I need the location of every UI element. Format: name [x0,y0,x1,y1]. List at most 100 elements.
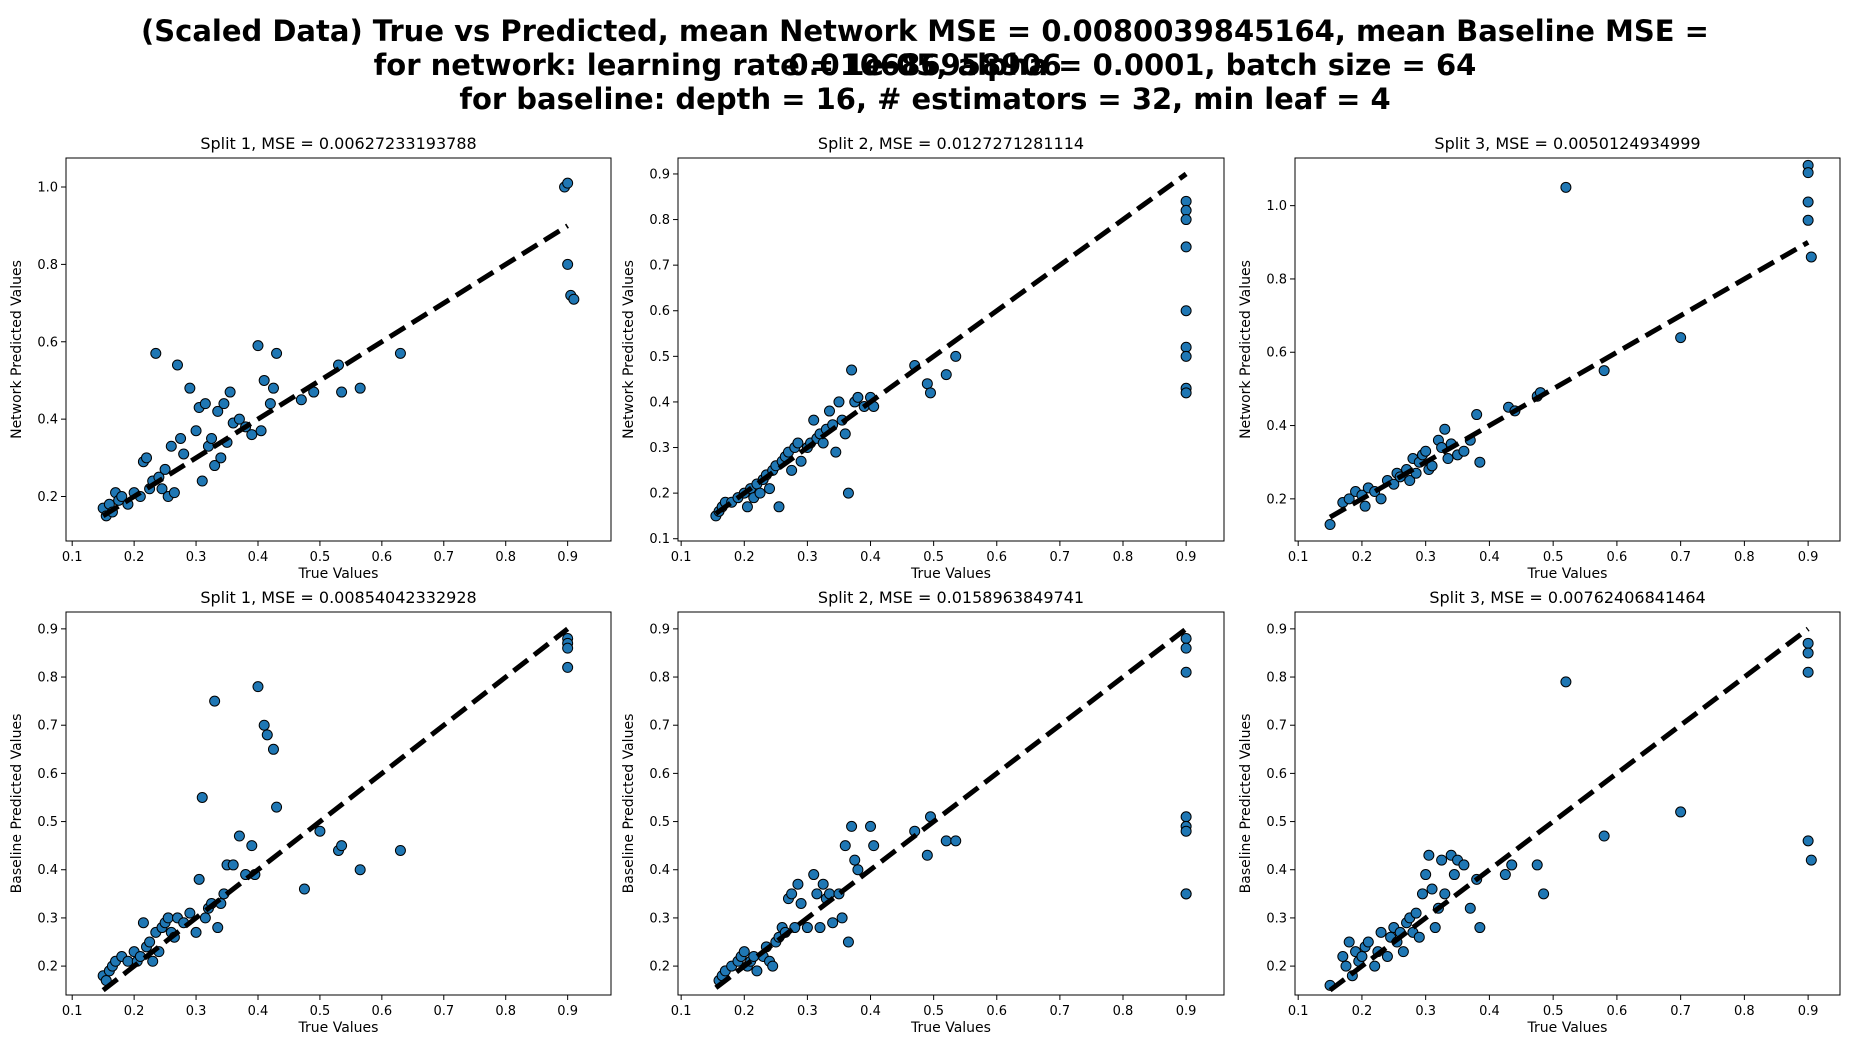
data-point [562,258,574,270]
y-tick-label: 0.4 [649,863,670,878]
x-tick-label: 0.5 [923,1004,944,1019]
data-point [1426,883,1438,895]
data-point [817,437,829,449]
data-point [255,425,267,437]
data-point [1397,946,1409,958]
data-point [354,382,366,394]
x-tick-label: 0.4 [1479,1004,1500,1019]
y-tick-label: 0.3 [649,911,670,926]
x-tick-label: 0.1 [671,550,692,565]
data-point [801,922,813,934]
data-point [1343,493,1355,505]
data-point [1180,825,1192,837]
data-point [748,950,760,962]
x-tick-label: 0.1 [62,1004,83,1019]
y-tick-label: 0.8 [649,213,670,228]
x-tick-label: 0.2 [734,550,755,565]
x-tick-label: 0.3 [797,550,818,565]
y-axis-label: Baseline Predicted Values [1238,714,1254,894]
scatter-panel-5: Split 2, MSE = 0.0158963849741 0.1 0.2 0.3 0… [621,588,1225,1036]
x-tick-label: 0.6 [372,550,393,565]
data-point [218,398,230,410]
data-point [1340,960,1352,972]
data-point [190,926,202,938]
data-point [252,681,264,693]
y-tick-label: 0.4 [1266,863,1287,878]
data-point [175,432,187,444]
x-tick-label: 0.7 [433,550,454,565]
data-point [209,460,221,472]
data-point [1802,647,1814,659]
scatter-panel-4: Split 1, MSE = 0.00854042332928 0.1 0.2 0.3… [9,588,612,1036]
data-point [1359,500,1371,512]
data-point [940,369,952,381]
data-point [314,825,326,837]
x-axis-label: True Values [910,566,991,582]
data-point [1506,859,1518,871]
x-tick-label: 0.8 [495,550,516,565]
data-point [795,897,807,909]
data-point [168,487,180,499]
data-point [738,946,750,958]
axes-frame [1294,157,1841,542]
reference-line [101,223,569,518]
data-point [224,386,236,398]
data-point [792,437,804,449]
y-tick-label: 0.2 [37,490,58,505]
data-point [193,873,205,885]
y-axis-label: Network Predicted Values [621,260,637,439]
y-tick-label: 0.4 [37,413,58,428]
x-tick-label: 0.6 [372,1004,393,1019]
plot-area [1324,159,1817,531]
x-tick-label: 0.8 [1734,550,1755,565]
figure-title-line-1: (Scaled Data) True vs Predicted, mean Ne… [141,14,1709,82]
data-point [178,448,190,460]
data-point [1180,195,1192,207]
reference-line [1328,240,1810,520]
data-point [1675,806,1687,818]
data-point [137,917,149,929]
data-point [1802,167,1814,179]
x-axis-label: True Values [910,1020,991,1036]
data-point [246,429,258,441]
data-point [1180,888,1192,900]
x-tick-label: 0.2 [1352,1004,1373,1019]
data-point [295,394,307,406]
data-point [754,487,766,499]
data-point [1802,835,1814,847]
data-point [1180,387,1192,399]
data-point [336,840,348,852]
x-tick-label: 0.9 [1798,550,1819,565]
x-tick-label: 0.9 [1176,1004,1197,1019]
data-point [1538,888,1550,900]
axes-frame [677,611,1225,996]
data-point [808,869,820,881]
data-point [394,347,406,359]
panel-title: Split 2, MSE = 0.0158963849741 [818,588,1084,607]
data-point [1413,931,1425,943]
data-point [767,960,779,972]
data-point [1675,332,1687,344]
data-point [246,840,258,852]
data-point [1439,423,1451,435]
data-point [1369,960,1381,972]
data-point [122,955,134,967]
data-point [184,907,196,919]
data-point [865,820,877,832]
figure-title-line-2: for network: learning rate = 1e-05, alph… [373,48,1477,82]
data-point [814,922,826,934]
data-point [261,729,273,741]
data-point [842,487,854,499]
data-point [233,413,245,425]
data-point [156,483,168,495]
data-point [846,820,858,832]
data-point [741,501,753,513]
data-point [1180,811,1192,823]
x-tick-label: 0.9 [557,1004,578,1019]
x-tick-label: 0.8 [1113,1004,1134,1019]
data-point [1410,907,1422,919]
data-point [811,888,823,900]
data-point [950,835,962,847]
data-point [171,359,183,371]
data-point [1598,830,1610,842]
